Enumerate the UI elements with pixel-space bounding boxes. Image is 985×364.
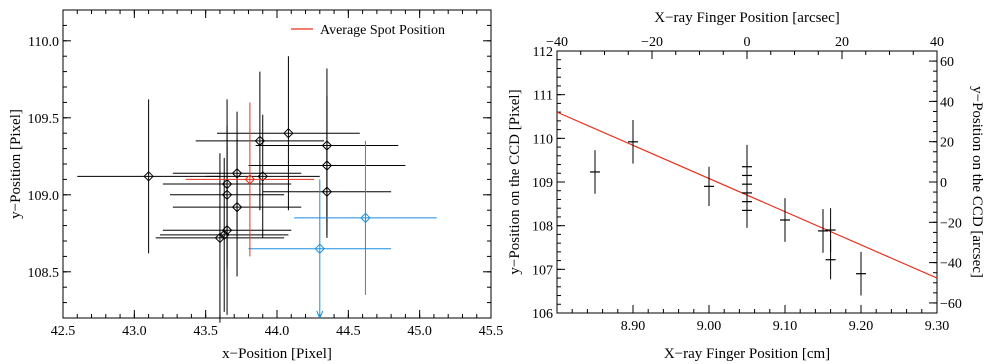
y-axis-title: y−Position on the CCD [Pixel] bbox=[507, 89, 523, 274]
x-tick-label: 9.20 bbox=[849, 319, 874, 334]
data-point bbox=[704, 166, 714, 207]
y-tick-label: 106 bbox=[532, 307, 553, 322]
diamond-marker bbox=[257, 171, 268, 182]
data-point bbox=[160, 157, 289, 312]
data-point bbox=[170, 125, 285, 265]
data-point bbox=[185, 102, 315, 257]
diamond-marker bbox=[314, 243, 326, 254]
diamond-marker bbox=[221, 189, 233, 201]
y2-tick-label: 60 bbox=[940, 55, 954, 70]
y-tick-label: 109 bbox=[532, 176, 553, 191]
x2-tick-label: 0 bbox=[744, 35, 751, 50]
x-tick-label: 9.00 bbox=[697, 319, 722, 334]
x-tick-label: 9.30 bbox=[925, 319, 950, 334]
y-tick-label: 108.5 bbox=[28, 266, 60, 281]
y2-tick-label: 0 bbox=[940, 176, 947, 191]
data-point bbox=[172, 137, 302, 277]
diamond-marker bbox=[143, 171, 154, 182]
y-tick-label: 108 bbox=[532, 220, 553, 235]
diamond-marker bbox=[321, 186, 333, 197]
y2-tick-label: 40 bbox=[940, 95, 954, 110]
legend-label: Average Spot Position bbox=[320, 23, 445, 38]
x-tick-label: 9.10 bbox=[773, 319, 798, 334]
diamond-marker bbox=[360, 212, 371, 224]
limit-arrow bbox=[316, 310, 324, 320]
legend: Average Spot Position bbox=[291, 23, 445, 38]
x-tick-label: 43.0 bbox=[122, 324, 147, 339]
data-point bbox=[195, 71, 325, 211]
x2-tick-label: −40 bbox=[546, 35, 568, 50]
data-point bbox=[825, 240, 836, 280]
plot-frame bbox=[62, 9, 492, 319]
y2-tick-label: −40 bbox=[940, 257, 962, 272]
data-point bbox=[77, 99, 220, 254]
x-tick-label: 44.0 bbox=[265, 324, 290, 339]
x-tick-label: 42.5 bbox=[51, 324, 76, 339]
y-tick-label: 110 bbox=[533, 132, 553, 147]
y-tick-label: 110.0 bbox=[28, 35, 59, 50]
x-tick-label: 43.5 bbox=[193, 324, 218, 339]
x-tick-label: 45.5 bbox=[479, 324, 504, 339]
data-point bbox=[628, 119, 638, 164]
y-tick-label: 109.0 bbox=[28, 189, 60, 204]
data-point bbox=[262, 145, 392, 238]
left-scatter-plot: 42.5 43.0 43.5 44.0 44.5 45.0 45.5 108.5 109.0 10… bbox=[8, 9, 504, 362]
right-scatter-plot: 8.90 9.00 9.10 9.20 9.30 −40 −20 0 20 40 106 107 108… bbox=[507, 10, 985, 362]
diamond-marker bbox=[244, 174, 256, 185]
data-point bbox=[590, 150, 600, 194]
y-tick-label: 109.5 bbox=[28, 112, 60, 127]
x2-tick-label: 40 bbox=[930, 35, 944, 50]
x-axis-title: X−ray Finger Position [cm] bbox=[664, 346, 830, 362]
data-point bbox=[780, 198, 790, 242]
x-tick-label: 44.5 bbox=[336, 324, 361, 339]
y-axis-title: y−Position [Pixel] bbox=[8, 109, 24, 219]
data-point bbox=[248, 179, 392, 320]
data-point bbox=[217, 56, 360, 211]
y-tick-label: 112 bbox=[533, 45, 553, 60]
diamond-marker bbox=[231, 201, 243, 213]
x-tick-label: 8.90 bbox=[621, 319, 646, 334]
x-axis-title: x−Position [Pixel] bbox=[222, 346, 332, 362]
y2-tick-label: −20 bbox=[940, 216, 962, 231]
x2-axis-title: X−ray Finger Position [arcsec] bbox=[654, 10, 840, 26]
data-point bbox=[205, 114, 320, 238]
y2-axis-title: y−Position on the CCD [arcsec] bbox=[969, 86, 985, 278]
diamond-marker bbox=[214, 232, 226, 244]
y-tick-label: 111 bbox=[533, 89, 553, 104]
x2-tick-label: −20 bbox=[641, 35, 663, 50]
diamond-marker bbox=[283, 127, 294, 139]
y-tick-label: 107 bbox=[532, 263, 553, 278]
data-point bbox=[818, 209, 828, 253]
data-point bbox=[742, 192, 752, 228]
y2-tick-label: −60 bbox=[940, 297, 962, 312]
x2-tick-label: 20 bbox=[835, 35, 849, 50]
y2-tick-label: 20 bbox=[940, 136, 954, 151]
x-tick-label: 45.0 bbox=[407, 324, 432, 339]
data-point bbox=[294, 140, 437, 295]
data-point bbox=[856, 251, 866, 296]
